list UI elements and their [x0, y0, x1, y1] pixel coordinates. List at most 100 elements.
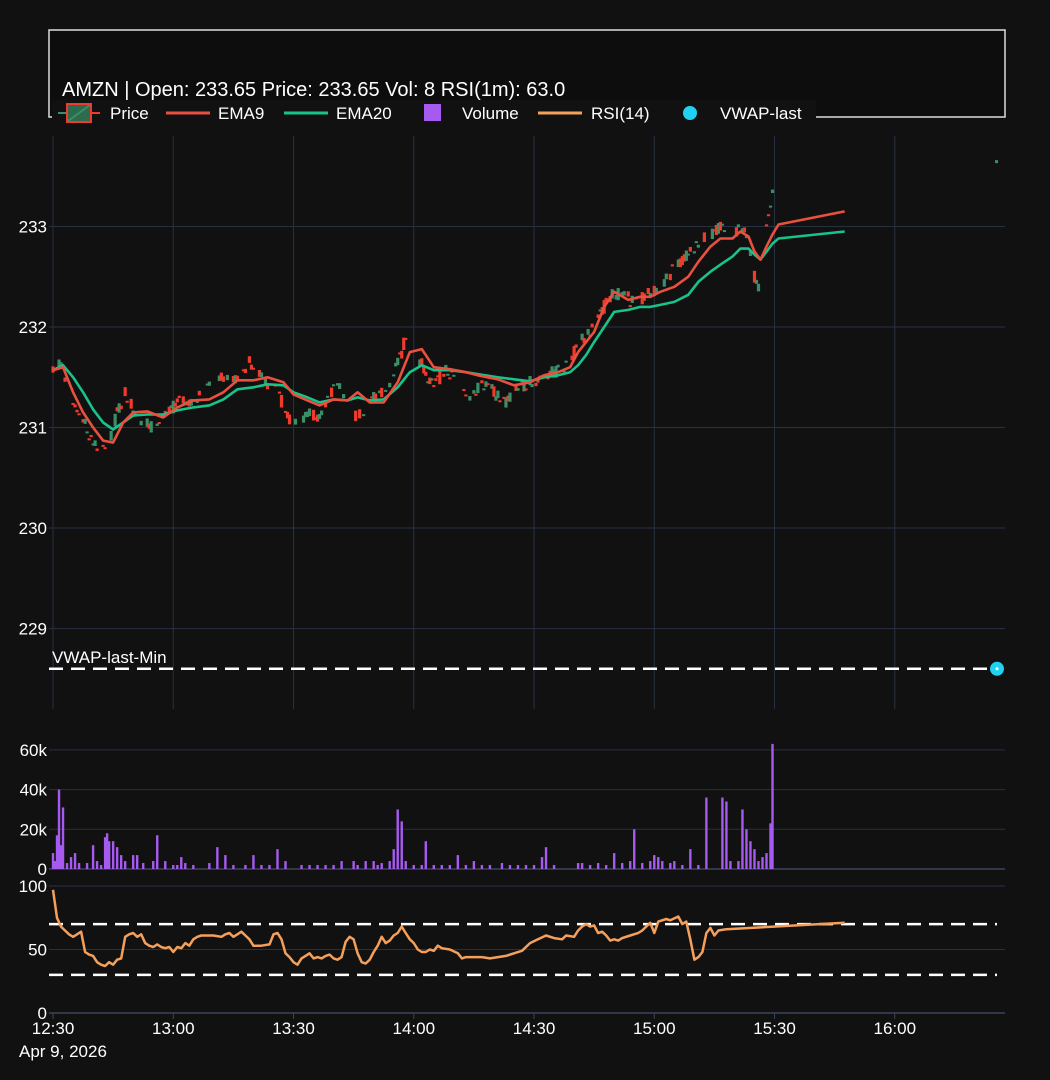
volume-bar [332, 865, 335, 869]
price-candle [388, 382, 392, 388]
price-candle [81, 419, 85, 423]
price-candle [303, 411, 308, 418]
volume-bar [364, 861, 367, 869]
volume-bar [653, 855, 656, 869]
volume-bar [85, 863, 89, 869]
volume-bar [232, 865, 235, 869]
volume-bar [324, 865, 327, 869]
price-candle [514, 385, 518, 391]
price-candle [129, 398, 133, 409]
price-candle [404, 337, 408, 340]
volume-bar [689, 849, 692, 869]
volume-bar [440, 865, 444, 869]
price-candle [722, 230, 727, 233]
price-candle [508, 392, 512, 402]
volume-bar [745, 829, 748, 869]
price-candle [89, 435, 93, 438]
volume-bar [681, 865, 684, 869]
volume-bar [105, 833, 109, 869]
volume-bar [51, 853, 55, 869]
price-candle [710, 228, 714, 240]
x-date-label: Apr 9, 2026 [19, 1042, 107, 1061]
rsi-ytick-label: 0 [38, 1004, 47, 1023]
x-tick-label: 15:00 [633, 1019, 676, 1038]
volume-panel [51, 743, 774, 869]
volume-bar [119, 855, 123, 869]
price-candle [648, 292, 652, 298]
x-tick-label: 13:30 [272, 1019, 315, 1038]
price-candle [428, 377, 432, 385]
price-candle [422, 366, 426, 374]
price-candle [342, 394, 346, 399]
price-candle [91, 443, 95, 446]
volume-bar [73, 853, 77, 869]
volume-bar [180, 857, 183, 869]
price-candle [720, 223, 725, 226]
price-candle [692, 251, 696, 254]
price-candle [384, 389, 388, 392]
volume-bar [396, 809, 399, 869]
price-candle [590, 323, 594, 328]
price-ytick-label: 232 [19, 318, 47, 337]
price-candle [668, 273, 672, 281]
price-candle [506, 395, 510, 402]
price-candle [392, 374, 396, 377]
price-candle [195, 400, 199, 403]
price-candle [173, 402, 177, 407]
price-candle [598, 309, 602, 312]
price-candle [596, 314, 600, 318]
volume-bar [697, 865, 700, 869]
volume-bar [448, 865, 452, 869]
last-price-tick [995, 160, 998, 164]
volume-bar [172, 865, 175, 869]
price-candle [315, 414, 320, 422]
price-candle [574, 344, 578, 348]
price-panel [49, 160, 1004, 676]
price-candle [396, 357, 400, 366]
price-candle [716, 223, 721, 234]
volume-bar [765, 853, 768, 869]
volume-bar [244, 865, 247, 869]
price-candle [754, 279, 759, 284]
price-candle [764, 224, 769, 227]
price-candle [331, 384, 336, 387]
volume-bar [661, 861, 664, 869]
legend: Price EMA9 EMA20 Volume RSI(14) VWAP-las… [52, 100, 816, 126]
volume-bar [284, 861, 287, 869]
price-candle [432, 385, 436, 388]
price-candle [400, 350, 404, 359]
volume-bar [308, 865, 311, 869]
price-candle [247, 356, 252, 363]
legend-label-volume: Volume [462, 104, 519, 123]
price-candle [468, 396, 472, 401]
volume-bar [669, 863, 672, 869]
price-candle [125, 400, 129, 403]
volume-bar [400, 821, 403, 869]
price-candle [372, 391, 376, 401]
volume-bar [725, 801, 728, 869]
rsi-ytick-label: 100 [19, 877, 47, 896]
volume-bar [95, 861, 99, 869]
header-text: AMZN | Open: 233.65 Price: 233.65 Vol: 8… [62, 79, 565, 101]
price-candle [744, 236, 749, 239]
volume-bar [164, 861, 167, 869]
price-candle [734, 227, 739, 237]
price-candle [530, 384, 534, 388]
price-candle [207, 381, 211, 386]
price-candle [654, 287, 658, 295]
volume-bar [524, 865, 528, 869]
volume-bar [115, 847, 119, 869]
price-candle [378, 390, 382, 394]
price-candle [398, 352, 402, 355]
price-candle [293, 418, 298, 425]
volume-bar [131, 855, 135, 869]
volume-bar [588, 865, 592, 869]
price-candle [742, 227, 747, 233]
volume-bar [771, 743, 774, 869]
volume-ytick-label: 20k [20, 820, 48, 839]
price-candle [736, 224, 741, 228]
price-candle [718, 221, 723, 231]
price-candle [682, 254, 686, 262]
price-candle [149, 421, 153, 433]
volume-bar [380, 863, 383, 869]
